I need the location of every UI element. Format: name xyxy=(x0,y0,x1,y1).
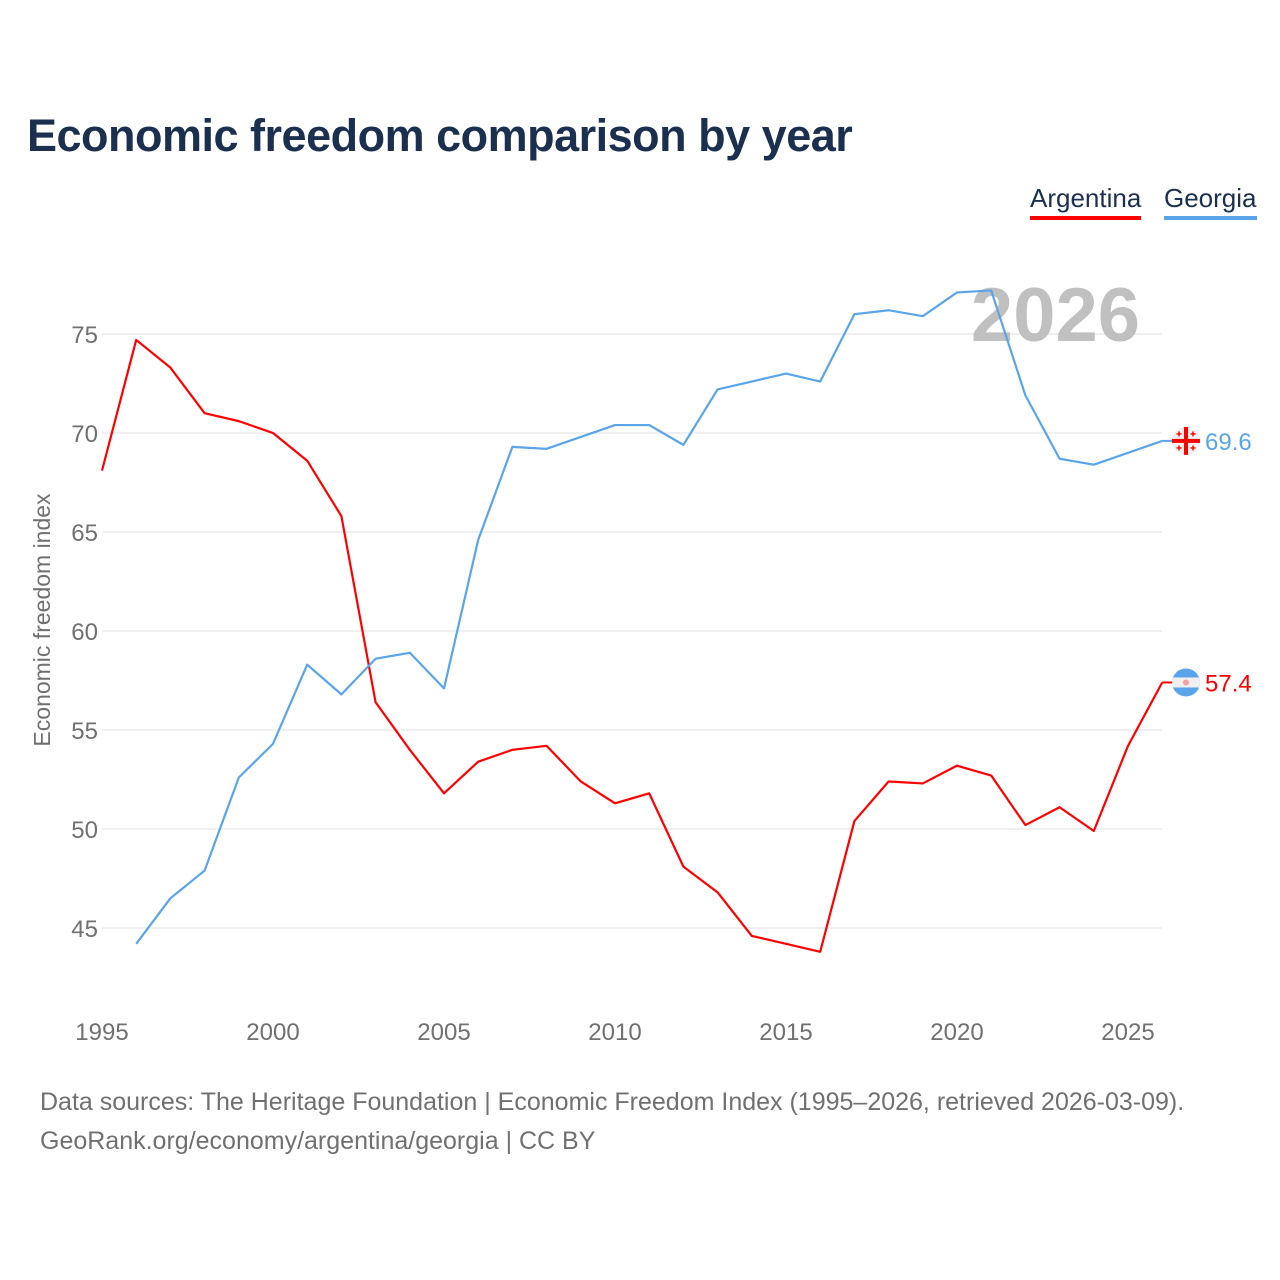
x-tick-label: 2005 xyxy=(417,1019,470,1046)
y-axis-label: Economic freedom index xyxy=(29,493,55,747)
y-tick-label: 75 xyxy=(71,322,98,349)
legend-georgia[interactable]: Georgia xyxy=(1164,183,1257,220)
legend-argentina[interactable]: Argentina xyxy=(1030,183,1142,220)
x-tick-label: 2010 xyxy=(588,1019,641,1046)
x-tick-label: 2000 xyxy=(246,1019,299,1046)
y-tick-label: 45 xyxy=(71,916,98,943)
y-tick-label: 50 xyxy=(71,817,98,844)
y-tick-label: 70 xyxy=(71,421,98,448)
georgia-flag-icon xyxy=(1172,426,1200,455)
footer-sources: Data sources: The Heritage Foundation | … xyxy=(40,1088,1185,1116)
argentina-flag-icon xyxy=(1172,668,1200,697)
chart-title: Economic freedom comparison by year xyxy=(27,110,853,161)
y-tick-label: 55 xyxy=(71,718,98,745)
y-tick-label: 60 xyxy=(71,619,98,646)
end-value-label: 57.4 xyxy=(1205,670,1252,697)
x-tick-label: 2025 xyxy=(1101,1019,1154,1046)
x-tick-label: 2020 xyxy=(930,1019,983,1046)
x-tick-label: 2015 xyxy=(759,1019,812,1046)
footer-credit: GeoRank.org/economy/argentina/georgia | … xyxy=(40,1127,596,1155)
series-line-argentina[interactable] xyxy=(100,338,1164,953)
x-tick-label: 1995 xyxy=(75,1019,128,1046)
end-value-label: 69.6 xyxy=(1205,429,1252,456)
year-watermark: 2026 xyxy=(971,273,1140,358)
y-tick-label: 65 xyxy=(71,520,98,547)
series-line-georgia[interactable] xyxy=(135,289,1163,945)
